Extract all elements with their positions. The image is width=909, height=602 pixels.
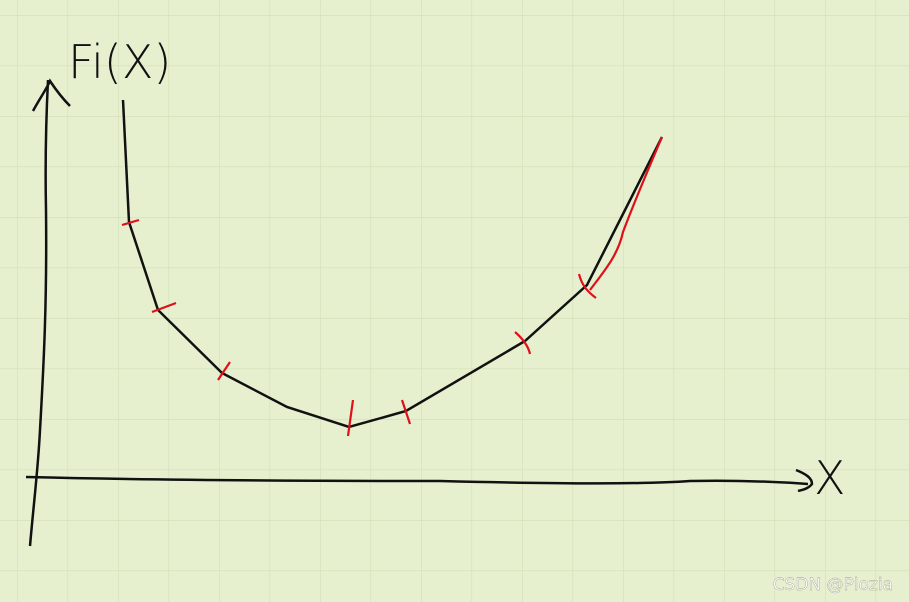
- function-curve: [121, 99, 664, 429]
- segment-marks: [121, 218, 597, 437]
- y-axis-arrow: [31, 78, 71, 112]
- x-axis: [25, 475, 809, 486]
- watermark: CSDN @Plozia: [773, 575, 893, 595]
- red-curve: [589, 136, 664, 291]
- y-axis-label: Fi(X): [68, 35, 171, 89]
- x-axis-arrow: [795, 468, 814, 493]
- x-axis-label: X: [814, 451, 846, 505]
